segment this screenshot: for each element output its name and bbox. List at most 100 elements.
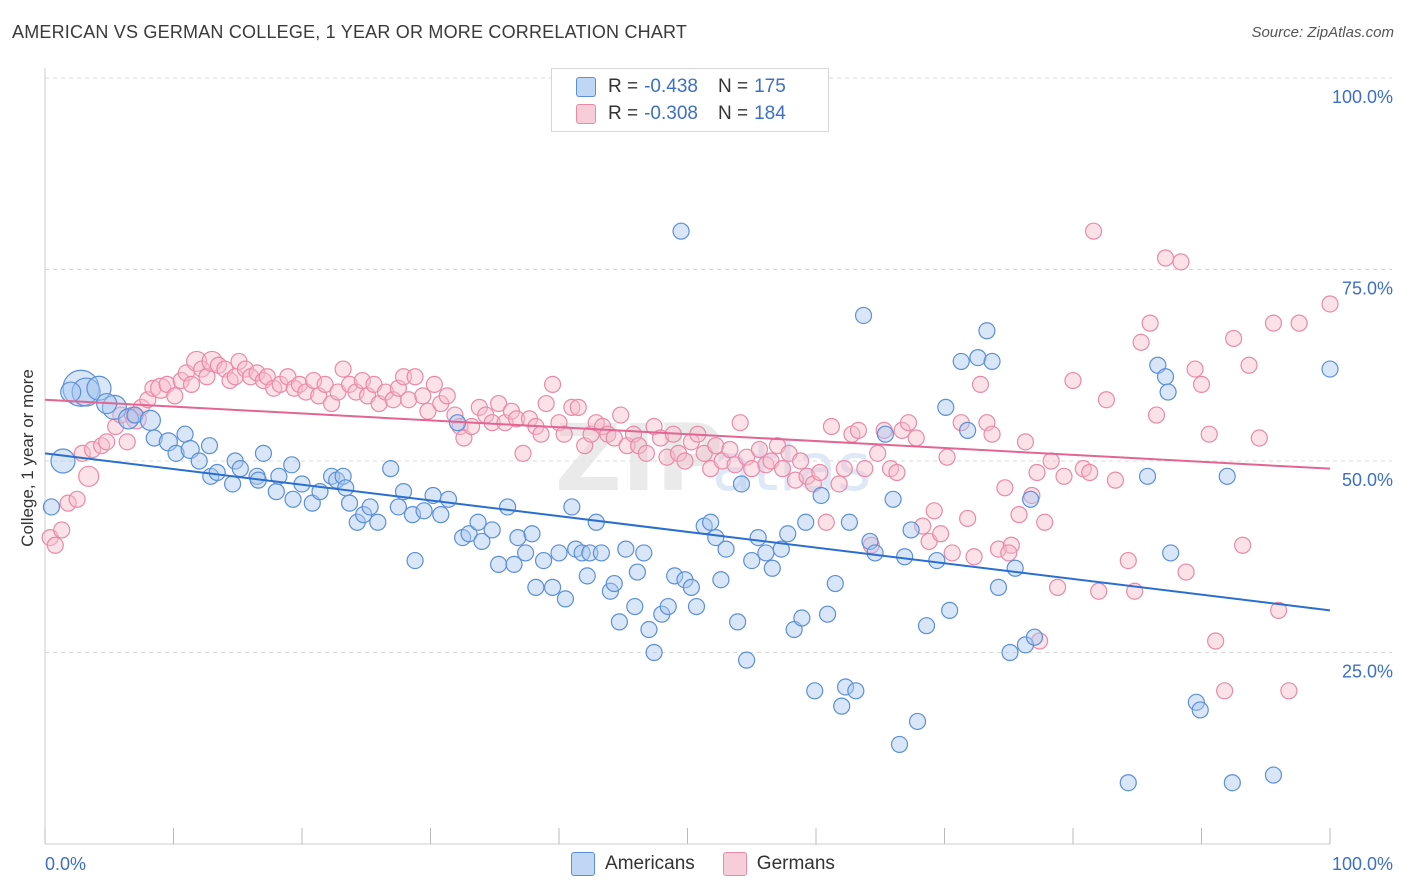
- grid-lines: [45, 77, 1392, 653]
- germans-n-value: 184: [754, 103, 786, 124]
- german-point: [830, 475, 848, 493]
- german-point: [907, 429, 925, 447]
- american-point: [523, 525, 541, 543]
- american-point: [534, 551, 553, 570]
- american-point: [743, 551, 761, 570]
- german-point: [514, 444, 532, 462]
- americans-trend-line: [44, 452, 1331, 612]
- americans-r-value: -0.438: [644, 76, 698, 97]
- german-point: [419, 402, 437, 420]
- american-point: [42, 498, 61, 516]
- german-point: [1090, 582, 1108, 600]
- american-point: [717, 540, 735, 558]
- german-point: [1250, 429, 1268, 447]
- german-point: [118, 433, 136, 451]
- german-point: [59, 494, 77, 512]
- german-point: [1119, 551, 1137, 570]
- german-point: [971, 375, 990, 393]
- american-point: [389, 498, 407, 516]
- german-point: [532, 425, 550, 443]
- american-point: [231, 460, 249, 478]
- americans-r-label: R =: [608, 76, 639, 97]
- german-point: [869, 444, 887, 462]
- american-point: [952, 352, 970, 371]
- american-point: [516, 544, 535, 562]
- american-point: [270, 467, 288, 485]
- american-point: [666, 567, 684, 585]
- american-point: [267, 483, 285, 501]
- american-point: [1191, 701, 1209, 719]
- german-point: [996, 479, 1014, 497]
- german-point: [555, 425, 573, 443]
- german-point: [1097, 391, 1116, 409]
- american-point: [190, 452, 208, 470]
- german-point: [1081, 463, 1099, 482]
- german-point: [1172, 253, 1190, 271]
- german-point: [68, 490, 86, 508]
- legend-item-americans[interactable]: Americans: [571, 852, 695, 876]
- german-point: [932, 525, 950, 543]
- american-point: [757, 544, 775, 562]
- german-point: [989, 540, 1008, 558]
- german-point: [1156, 249, 1175, 267]
- german-point: [186, 350, 208, 373]
- german-point: [965, 548, 983, 566]
- german-point: [1010, 506, 1028, 524]
- american-point: [989, 578, 1008, 596]
- german-point: [1048, 578, 1067, 596]
- german-point: [1186, 360, 1204, 378]
- american-point: [908, 712, 927, 731]
- legend-row-americans: R = -0.438 N = 175: [552, 74, 792, 100]
- german-point: [1207, 632, 1225, 650]
- german-point: [743, 460, 761, 478]
- german-point: [637, 444, 655, 462]
- german-point: [856, 460, 874, 478]
- american-point: [527, 578, 545, 596]
- american-point: [902, 521, 920, 539]
- german-point: [53, 521, 71, 539]
- american-point: [460, 525, 478, 543]
- y-tick-label: 50.0%: [1342, 470, 1393, 490]
- legend-item-germans[interactable]: Germans: [722, 852, 835, 876]
- american-point: [772, 540, 790, 558]
- americans-n-label: N =: [717, 76, 749, 97]
- american-point: [866, 544, 884, 562]
- german-point: [959, 509, 977, 528]
- y-axis-label: College, 1 year or more: [18, 369, 37, 547]
- american-point: [826, 574, 844, 593]
- german-point: [78, 465, 100, 487]
- american-point: [578, 567, 596, 585]
- american-point: [563, 498, 581, 516]
- american-point: [1223, 774, 1241, 792]
- german-point: [943, 544, 961, 562]
- german-point: [1269, 601, 1288, 619]
- german-point: [1055, 467, 1073, 485]
- american-point: [224, 475, 242, 493]
- german-point: [1290, 314, 1308, 332]
- trend-lines: [44, 398, 1331, 612]
- american-point: [712, 571, 730, 589]
- american-point: [836, 678, 855, 696]
- american-point: [1138, 467, 1157, 485]
- german-point: [144, 379, 162, 397]
- american-point: [969, 348, 987, 367]
- german-point: [463, 417, 481, 436]
- american-point: [605, 574, 623, 593]
- german-point: [537, 394, 555, 413]
- american-point: [635, 544, 653, 562]
- american-point: [941, 601, 959, 619]
- german-point: [1192, 375, 1211, 393]
- american-point: [483, 521, 501, 539]
- german-point: [888, 463, 906, 482]
- german-point: [563, 398, 581, 416]
- american-point: [139, 409, 161, 432]
- american-point: [833, 697, 851, 715]
- german-point: [316, 375, 334, 393]
- german-point: [438, 387, 456, 405]
- american-point: [1001, 643, 1019, 662]
- german-point: [425, 375, 443, 393]
- german-point: [1240, 356, 1258, 374]
- americans-legend-swatch: [571, 852, 596, 876]
- american-point: [806, 682, 824, 700]
